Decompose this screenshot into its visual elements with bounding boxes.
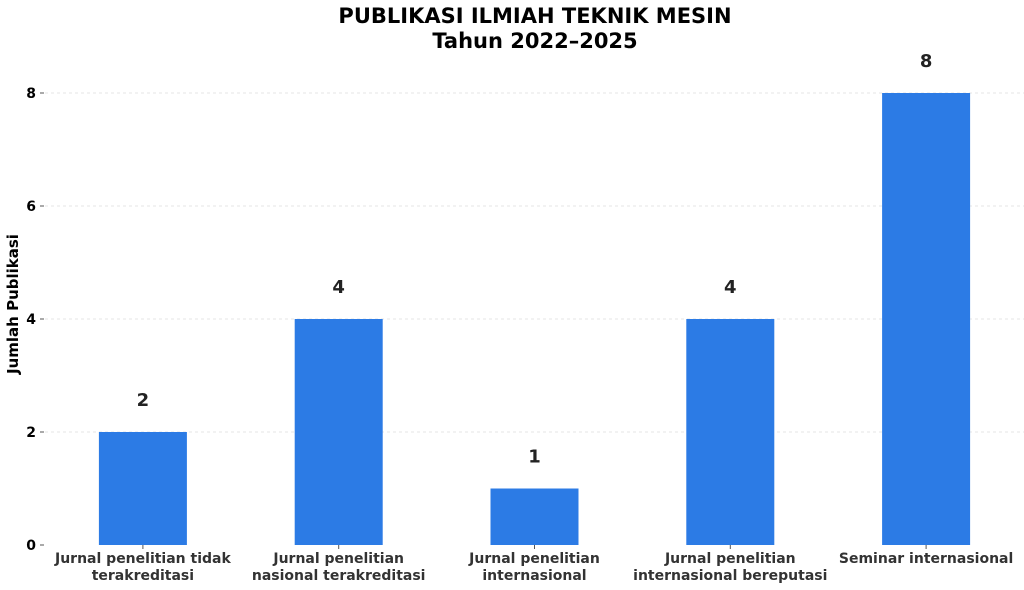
y-tick-label: 8 xyxy=(26,86,36,102)
y-tick-label: 4 xyxy=(26,312,36,328)
data-label: 1 xyxy=(528,447,541,468)
bar xyxy=(882,93,971,545)
y-tick-label: 6 xyxy=(26,199,36,215)
x-tick-label: Jurnal penelitian xyxy=(468,551,600,567)
data-label: 4 xyxy=(724,277,737,298)
x-tick-label: Jurnal penelitian tidak xyxy=(54,551,231,567)
data-label: 4 xyxy=(332,277,345,298)
bar xyxy=(686,319,775,545)
x-tick-label: internasional bereputasi xyxy=(633,568,827,584)
bar xyxy=(294,319,383,545)
x-tick-label: Seminar internasional xyxy=(839,551,1013,567)
bar xyxy=(490,488,579,545)
x-tick-label: internasional xyxy=(482,568,586,584)
x-tick-label: nasional terakreditasi xyxy=(252,568,426,584)
x-tick-label: Jurnal penelitian xyxy=(664,551,796,567)
x-tick-label: Jurnal penelitian xyxy=(272,551,404,567)
y-tick-label: 2 xyxy=(26,425,36,441)
x-tick-label: terakreditasi xyxy=(92,568,194,584)
chart-title: PUBLIKASI ILMIAH TEKNIK MESIN Tahun 2022… xyxy=(0,4,1024,54)
data-label: 2 xyxy=(137,390,150,411)
bar xyxy=(98,432,187,545)
chart-title-main: PUBLIKASI ILMIAH TEKNIK MESIN xyxy=(338,4,732,28)
data-label: 8 xyxy=(920,51,933,72)
y-tick-label: 0 xyxy=(26,538,36,554)
chart-subtitle: Tahun 2022–2025 xyxy=(432,29,638,53)
